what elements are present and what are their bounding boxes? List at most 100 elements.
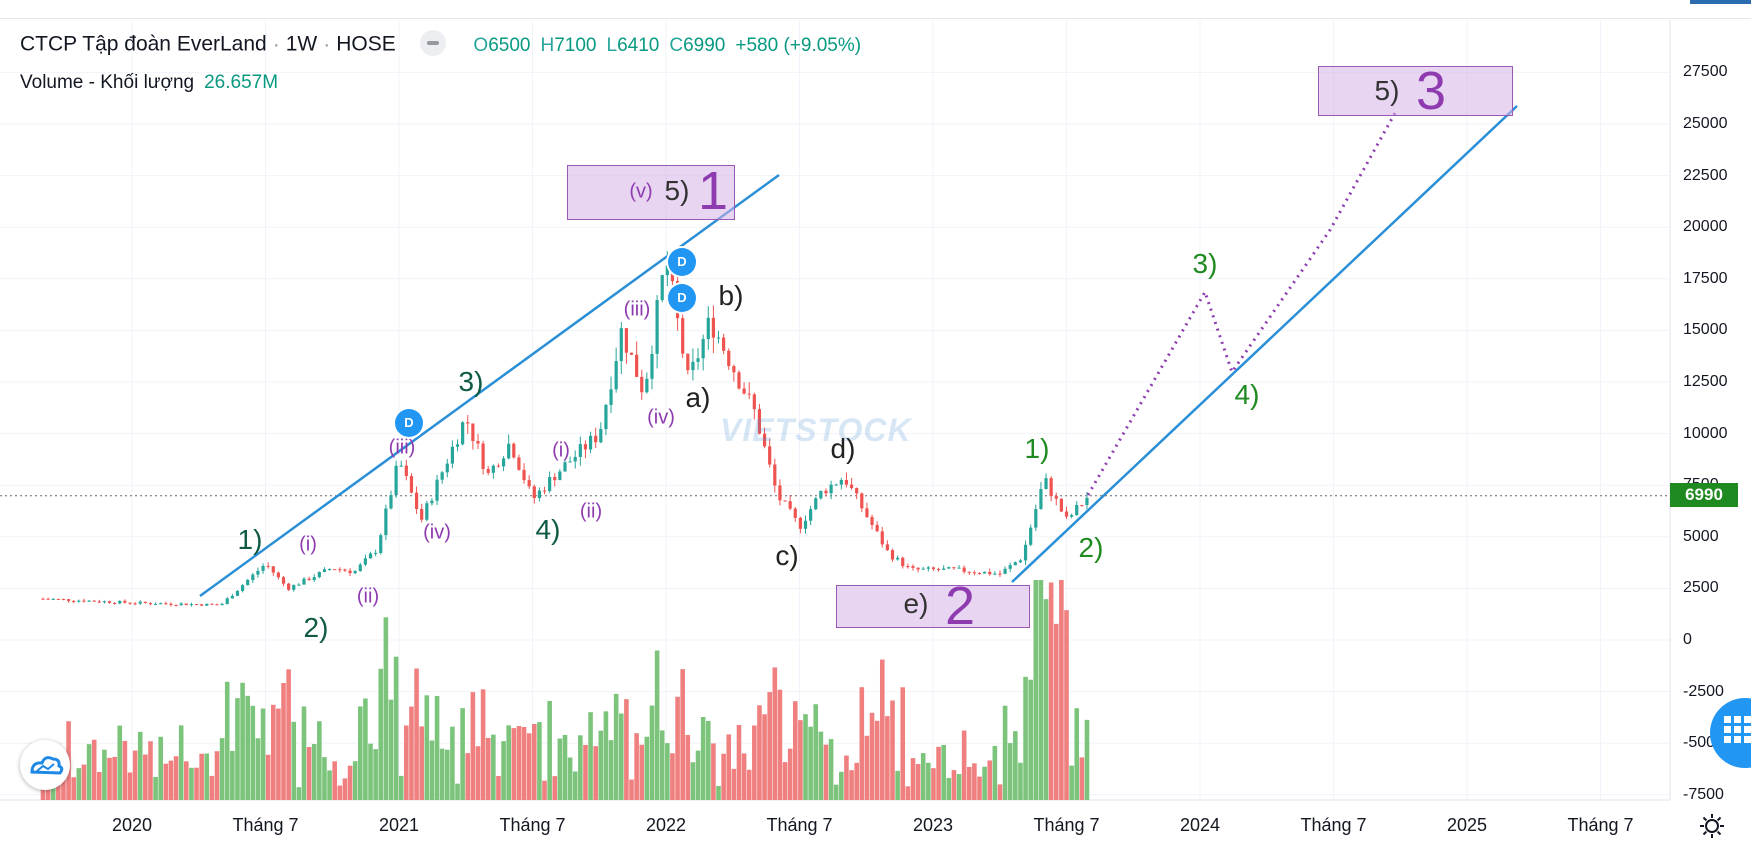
candle xyxy=(532,486,536,499)
last-price-tag: 6990 xyxy=(1670,483,1738,507)
gear-icon[interactable] xyxy=(1698,812,1726,840)
y-tick-label: 10000 xyxy=(1683,424,1728,442)
candle xyxy=(803,520,808,529)
candle xyxy=(61,598,66,600)
candle xyxy=(701,339,705,359)
candle xyxy=(307,578,311,581)
candle xyxy=(722,337,726,351)
volume-bar xyxy=(987,760,993,800)
eye-icon[interactable] xyxy=(419,30,446,56)
candle xyxy=(430,500,434,504)
grid-menu-icon[interactable] xyxy=(1710,698,1751,768)
volume-bar xyxy=(424,695,430,800)
candle xyxy=(896,557,900,560)
candle xyxy=(604,404,608,430)
candle xyxy=(327,569,332,571)
wave-label: (ii) xyxy=(579,500,603,523)
dividend-badge-icon[interactable]: D xyxy=(668,284,696,312)
volume-bar xyxy=(107,757,112,800)
volume-bar xyxy=(593,746,598,800)
wave-label: 3) xyxy=(458,366,484,397)
tradingview-cloud-icon[interactable] xyxy=(20,740,70,790)
candle xyxy=(240,585,245,591)
candle xyxy=(998,573,1002,575)
volume-bar xyxy=(122,740,128,800)
volume-bar xyxy=(1038,580,1044,800)
volume-bar xyxy=(690,762,696,800)
x-tick-label: 2025 xyxy=(1446,815,1488,835)
dividend-badge-icon[interactable]: D xyxy=(395,409,423,437)
candle xyxy=(793,508,797,518)
volume-bar xyxy=(977,776,982,800)
interval[interactable]: 1W xyxy=(285,32,318,56)
volume-bar xyxy=(961,730,967,800)
volume-bar xyxy=(757,705,762,800)
volume-bar xyxy=(332,761,337,800)
volume-bar xyxy=(839,771,844,800)
volume-bar xyxy=(578,735,583,800)
volume-bar xyxy=(485,737,491,800)
wave-label: 3 xyxy=(1415,61,1447,121)
candle xyxy=(880,531,884,545)
volume-bar xyxy=(414,668,419,800)
wave-label: (iv) xyxy=(647,406,675,429)
volume-bar xyxy=(695,750,701,800)
candle xyxy=(670,265,675,282)
candle xyxy=(507,443,511,459)
volume-bar xyxy=(460,708,465,800)
symbol-name[interactable]: CTCP Tập đoàn EverLand xyxy=(20,32,267,56)
candle xyxy=(261,565,265,571)
exchange: HOSE xyxy=(336,32,396,56)
volume-bar xyxy=(219,738,225,800)
volume-bar xyxy=(40,781,46,800)
y-tick-label: 2500 xyxy=(1683,579,1719,597)
volume-bar xyxy=(844,755,849,800)
candle xyxy=(384,508,388,536)
volume-bar xyxy=(966,766,972,800)
dividend-badge-icon[interactable]: D xyxy=(668,248,696,276)
volume-bar xyxy=(378,668,384,800)
volume-bar xyxy=(670,753,675,800)
candle xyxy=(420,509,424,520)
candle xyxy=(338,569,342,571)
y-tick-label: -7500 xyxy=(1683,785,1724,803)
volume-bar xyxy=(665,743,670,800)
volume-bar xyxy=(1074,708,1080,800)
volume-bar xyxy=(296,787,302,800)
candle xyxy=(558,471,562,481)
volume-label[interactable]: Volume - Khối lượng xyxy=(20,72,195,93)
chart-legend: CTCP Tập đoàn EverLand · 1W · HOSE O6500 H710… xyxy=(20,30,871,58)
candle xyxy=(1039,489,1043,510)
candle xyxy=(322,569,327,572)
volume-bar xyxy=(501,741,506,800)
candle xyxy=(1013,562,1017,566)
candle xyxy=(159,603,163,605)
candle xyxy=(501,458,506,467)
volume-bar xyxy=(823,744,829,800)
volume-bar xyxy=(143,754,148,800)
candle xyxy=(153,604,158,606)
wave-label: (iv) xyxy=(423,521,451,544)
volume-bar xyxy=(475,746,481,800)
candle xyxy=(1080,504,1084,506)
candle xyxy=(583,444,588,450)
candle xyxy=(317,571,321,578)
volume-bar xyxy=(603,711,609,800)
volume-bar xyxy=(1023,676,1028,800)
volume-bar xyxy=(480,689,486,800)
volume-bar xyxy=(1007,743,1013,800)
candle xyxy=(844,479,849,485)
grid-lines xyxy=(0,20,1671,801)
candle xyxy=(312,577,316,581)
candle xyxy=(936,569,941,571)
wave-label: c) xyxy=(775,540,799,571)
candle xyxy=(281,577,286,584)
candle xyxy=(614,361,618,390)
candle xyxy=(205,603,209,606)
candle xyxy=(967,571,971,573)
volume-bar xyxy=(398,775,404,800)
volume-bar xyxy=(189,767,194,800)
wave-label: 2 xyxy=(944,576,976,636)
candle xyxy=(839,479,843,485)
